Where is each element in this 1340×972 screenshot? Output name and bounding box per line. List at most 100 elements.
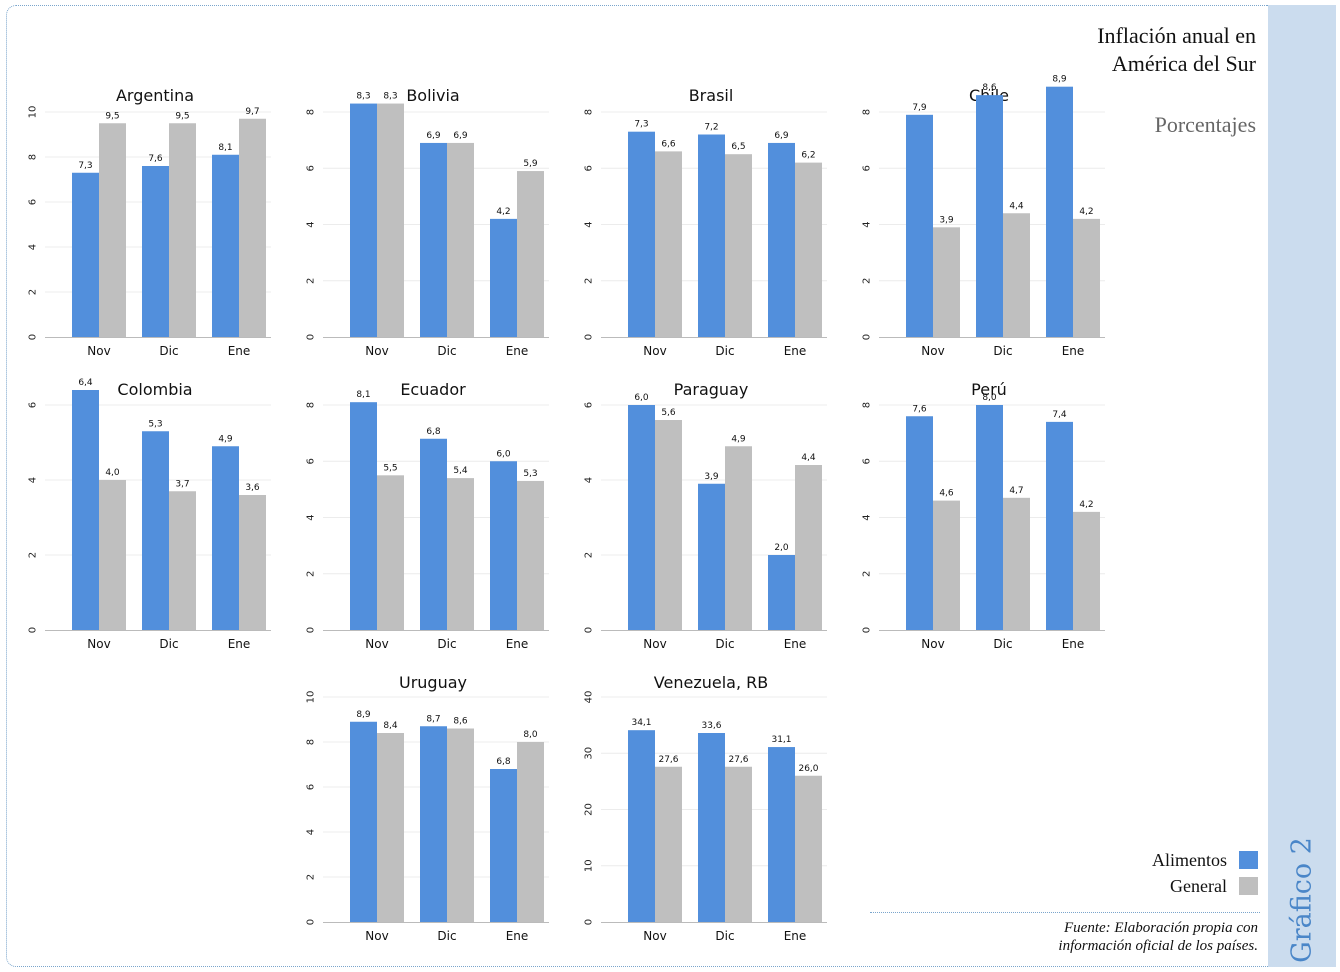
y-tick-label-chile: 0: [862, 334, 873, 340]
data-label-chile-ene-alimentos: 8,9: [1052, 75, 1067, 85]
source-separator: [870, 912, 1260, 913]
source-line-2: información oficial de los países.: [1058, 938, 1258, 954]
bar-chile-dic-alimentos: [976, 95, 1003, 337]
x-tick-label-ecuador: Dic: [437, 637, 456, 651]
data-label-bolivia-ene-general: 5,9: [523, 159, 538, 169]
bar-uruguay-nov-general: [377, 733, 404, 922]
data-label-ecuador-dic-alimentos: 6,8: [426, 427, 441, 437]
y-tick-label-uruguay: 6: [306, 784, 317, 790]
data-label-chile-nov-alimentos: 7,9: [912, 103, 927, 113]
data-label-chile-ene-general: 4,2: [1079, 207, 1093, 217]
y-tick-label-argentina: 2: [28, 289, 39, 295]
x-tick-label-colombia: Nov: [87, 637, 110, 651]
y-tick-label-argentina: 0: [28, 334, 39, 340]
bar-bolivia-ene-alimentos: [490, 218, 517, 337]
bar-colombia-nov-alimentos: [72, 390, 99, 630]
bar-paraguay-dic-alimentos: [698, 483, 725, 630]
y-tick-label-argentina: 4: [28, 244, 39, 250]
y-tick-label-ecuador: 2: [306, 571, 317, 577]
y-tick-label-chile: 2: [862, 278, 873, 284]
charts-canvas: Argentina 0 2 4 6 8 10 7,3 9,5 Nov 7,6 9,5 Dic 8,1 9,7…: [28, 75, 1105, 943]
data-label-brasil-dic-alimentos: 7,2: [704, 123, 718, 133]
x-tick-label-venezuela-rb: Ene: [784, 929, 807, 943]
y-tick-label-chile: 4: [862, 221, 873, 227]
bar-colombia-nov-general: [99, 480, 126, 630]
data-label-brasil-dic-general: 6,5: [731, 142, 745, 152]
legend-label-alimentos: Alimentos: [1152, 849, 1227, 870]
bar-venezuela-rb-ene-alimentos: [768, 747, 795, 922]
x-tick-label-brasil: Nov: [643, 344, 666, 358]
y-tick-label-brasil: 4: [584, 221, 595, 227]
y-tick-label-ecuador: 0: [306, 627, 317, 633]
data-label-chile-dic-general: 4,4: [1009, 201, 1024, 211]
y-tick-label-uruguay: 0: [306, 919, 317, 925]
bar-colombia-dic-general: [169, 491, 196, 630]
y-tick-label-brasil: 0: [584, 334, 595, 340]
bar-paraguay-nov-general: [655, 420, 682, 630]
legend: Alimentos General: [1152, 847, 1258, 899]
bar-chile-ene-alimentos: [1046, 86, 1073, 337]
bar-brasil-dic-alimentos: [698, 134, 725, 337]
data-label-argentina-nov-alimentos: 7,3: [78, 161, 92, 171]
y-tick-label-ecuador: 6: [306, 458, 317, 464]
chart-title-venezuela-rb: Venezuela, RB: [654, 673, 768, 692]
data-label-peru-ene-general: 4,2: [1079, 500, 1093, 510]
figure-frame: [6, 5, 1268, 967]
bar-argentina-nov-alimentos: [72, 172, 99, 337]
bar-bolivia-nov-alimentos: [350, 103, 377, 337]
y-tick-label-chile: 8: [862, 109, 873, 115]
x-tick-label-venezuela-rb: Dic: [715, 929, 734, 943]
y-tick-label-uruguay: 2: [306, 874, 317, 880]
data-label-brasil-ene-general: 6,2: [801, 151, 815, 161]
y-tick-label-peru: 0: [862, 627, 873, 633]
y-tick-label-peru: 6: [862, 458, 873, 464]
data-label-colombia-dic-alimentos: 5,3: [148, 419, 162, 429]
bar-argentina-ene-alimentos: [212, 154, 239, 337]
data-label-uruguay-dic-general: 8,6: [453, 717, 468, 727]
chart-title-peru: Perú: [971, 380, 1007, 399]
chart-title-paraguay: Paraguay: [674, 380, 749, 399]
chart-title-bolivia: Bolivia: [406, 86, 459, 105]
bar-chile-nov-alimentos: [906, 114, 933, 337]
y-tick-label-colombia: 0: [28, 627, 39, 633]
bar-peru-ene-alimentos: [1046, 421, 1073, 630]
x-tick-label-uruguay: Ene: [506, 929, 529, 943]
data-label-ecuador-nov-alimentos: 8,1: [356, 390, 370, 400]
bar-argentina-dic-general: [169, 123, 196, 337]
data-label-venezuela-rb-nov-general: 27,6: [658, 755, 678, 765]
bar-brasil-ene-general: [795, 162, 822, 337]
x-tick-label-ecuador: Nov: [365, 637, 388, 651]
legend-item-alimentos: Alimentos: [1152, 847, 1258, 873]
bar-chile-ene-general: [1073, 218, 1100, 337]
bar-venezuela-rb-nov-general: [655, 766, 682, 922]
y-tick-label-chile: 6: [862, 165, 873, 171]
source-note: Fuente: Elaboración propia con informaci…: [1058, 919, 1258, 955]
bar-bolivia-ene-general: [517, 171, 544, 337]
bar-uruguay-ene-alimentos: [490, 769, 517, 922]
y-tick-label-venezuela-rb: 10: [584, 859, 595, 872]
x-tick-label-argentina: Nov: [87, 344, 110, 358]
chart-title-brasil: Brasil: [689, 86, 734, 105]
bar-peru-nov-alimentos: [906, 416, 933, 630]
y-tick-label-venezuela-rb: 30: [584, 747, 595, 760]
data-label-ecuador-ene-general: 5,3: [523, 469, 537, 479]
x-tick-label-peru: Dic: [993, 637, 1012, 651]
x-tick-label-venezuela-rb: Nov: [643, 929, 666, 943]
x-tick-label-ecuador: Ene: [506, 637, 529, 651]
legend-swatch-alimentos: [1239, 851, 1258, 869]
y-tick-label-paraguay: 2: [584, 552, 595, 558]
figure-number-label: Gráfico 2: [1286, 837, 1318, 963]
data-label-peru-nov-general: 4,6: [939, 489, 954, 499]
data-label-ecuador-dic-general: 5,4: [453, 466, 468, 476]
bar-brasil-ene-alimentos: [768, 142, 795, 337]
y-tick-label-brasil: 6: [584, 165, 595, 171]
data-label-paraguay-nov-alimentos: 6,0: [634, 393, 649, 403]
y-tick-label-bolivia: 4: [306, 221, 317, 227]
y-tick-label-bolivia: 6: [306, 165, 317, 171]
x-tick-label-argentina: Ene: [228, 344, 251, 358]
data-label-uruguay-ene-general: 8,0: [523, 730, 538, 740]
bar-argentina-nov-general: [99, 123, 126, 337]
bar-ecuador-ene-general: [517, 480, 544, 630]
data-label-brasil-ene-alimentos: 6,9: [774, 131, 789, 141]
bar-brasil-dic-general: [725, 154, 752, 337]
